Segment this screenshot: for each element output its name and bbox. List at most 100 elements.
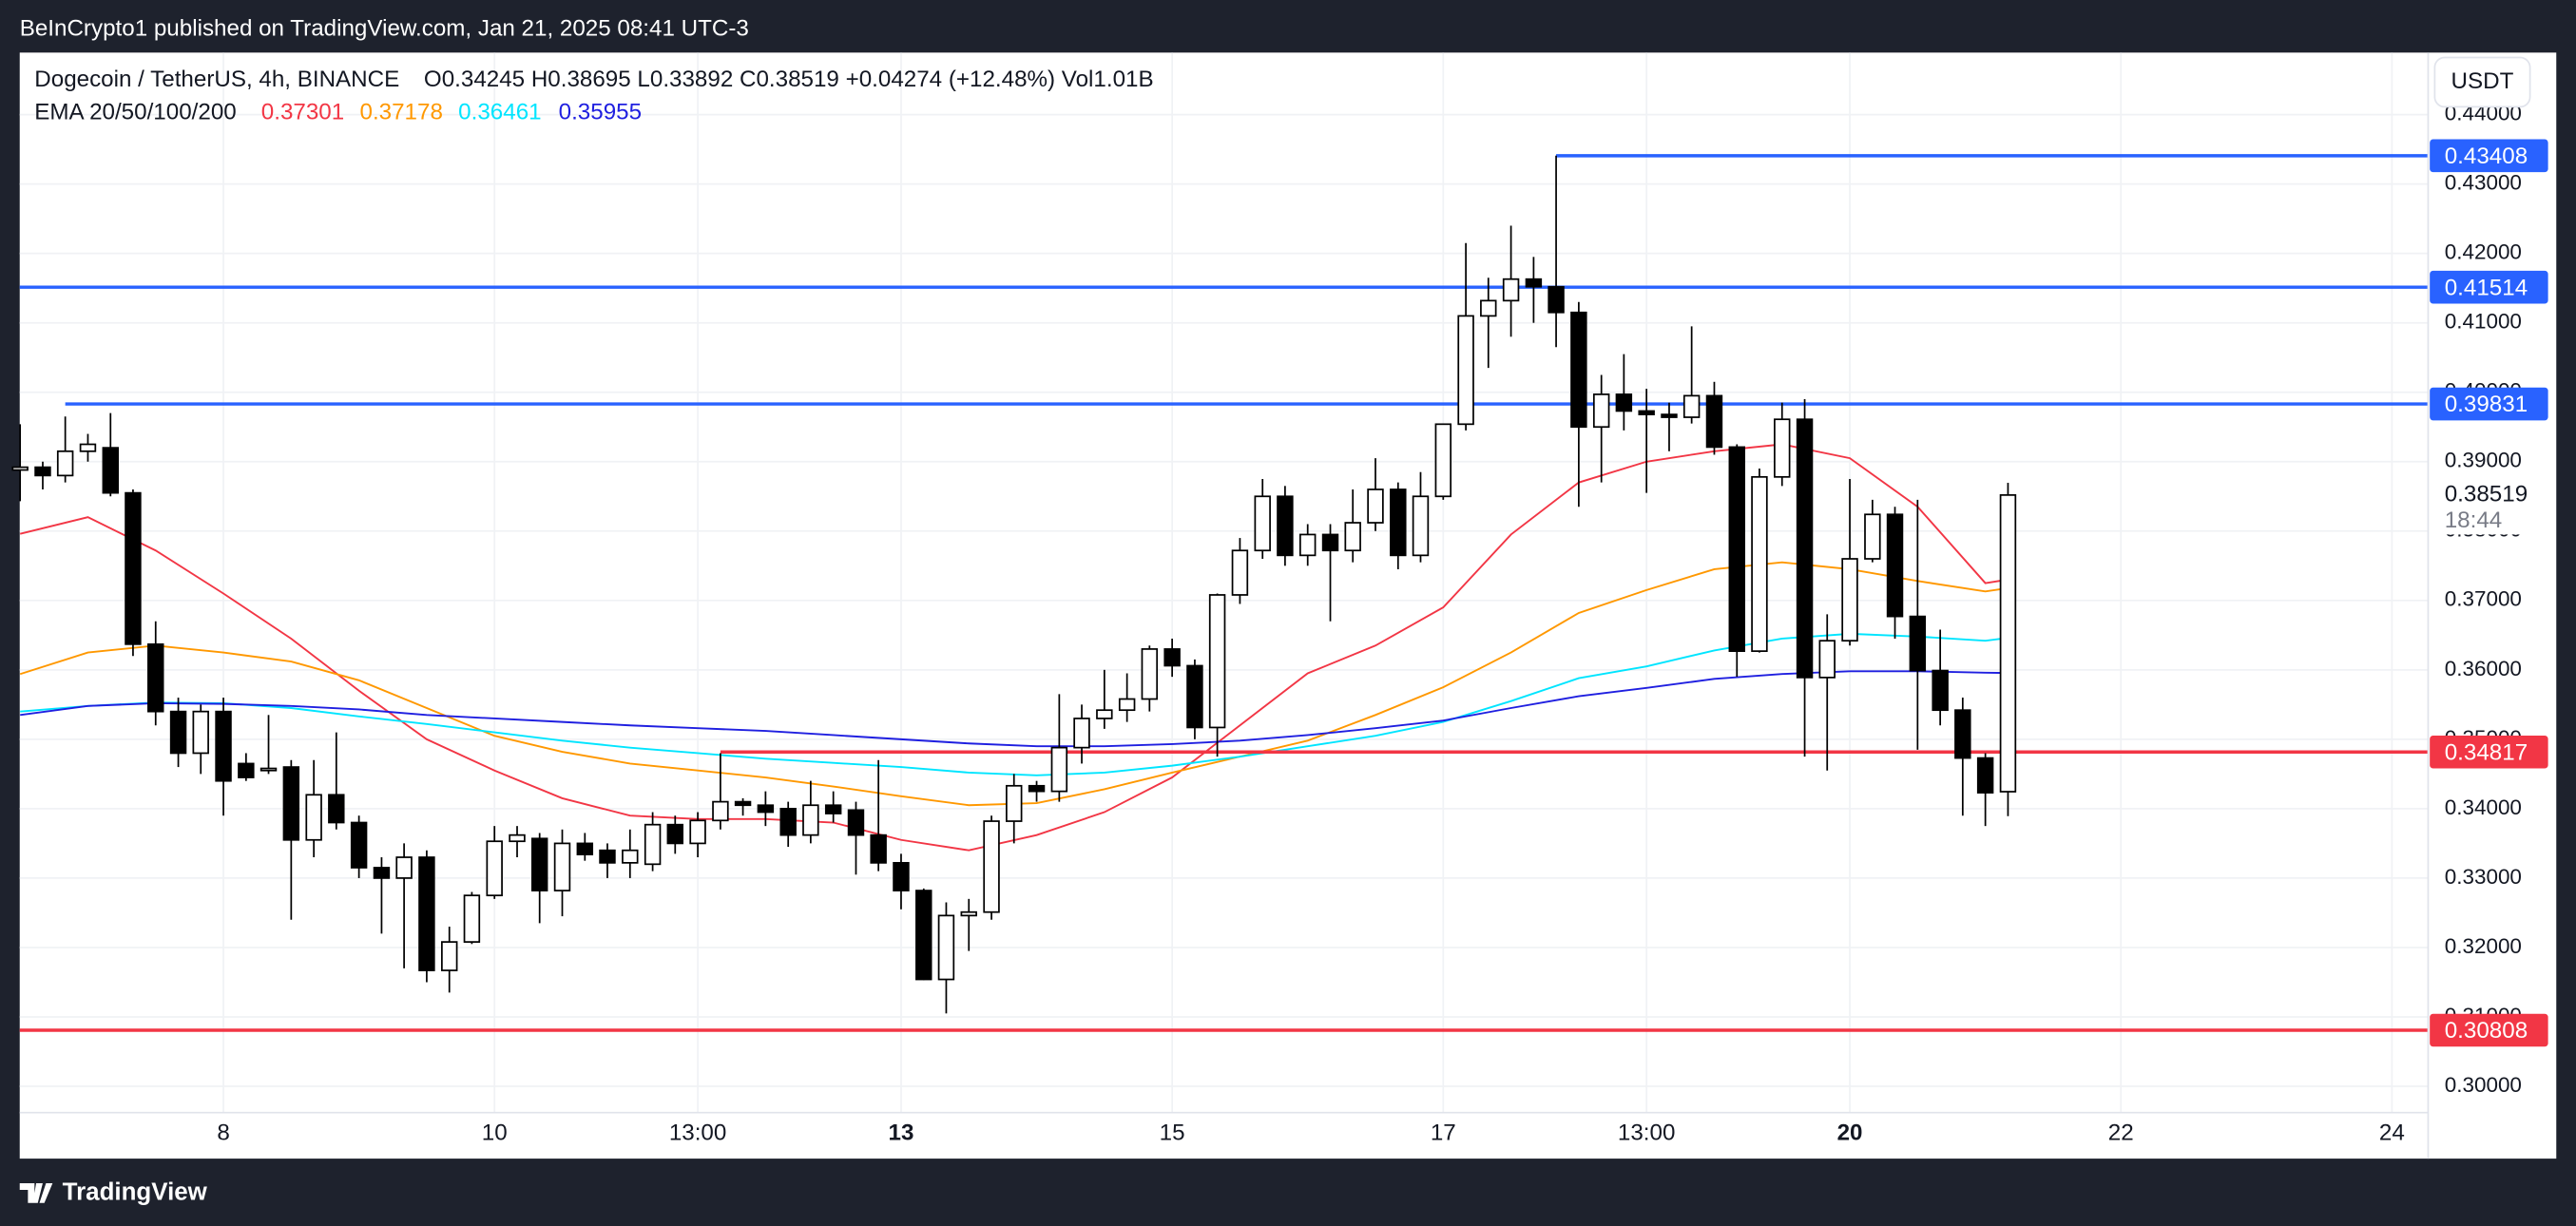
y-tick-label: 0.32000 [2445,934,2522,958]
candle-body [238,762,255,778]
y-tick-label: 0.34000 [2445,795,2522,819]
candle-body [1096,709,1113,719]
candle-body [1367,488,1384,524]
level-price-box [2430,735,2548,769]
candle-body [1751,475,1768,652]
candle-body [1682,394,1701,418]
ohlc-summary: O0.34245 H0.38695 L0.33892 C0.38519 +0.0… [424,67,1154,92]
candle-body [1073,718,1090,749]
x-tick-label: 13:00 [1618,1121,1676,1146]
candle-body [757,804,775,814]
candle-body [169,710,187,755]
indicator-values: 0.37301 0.37178 0.36461 0.35955 [261,100,642,125]
level-price-box [2430,270,2548,304]
candle-body [1457,315,1474,426]
y-tick-label: 0.30000 [2445,1073,2522,1097]
candle-body [553,842,571,891]
level-price-label: 0.34817 [2445,739,2528,765]
candle-body [463,894,481,943]
candle-body [350,821,368,869]
candle-body [1954,709,1971,759]
candle-body [125,491,142,645]
ema-line [20,632,2009,776]
level-price-box [2430,1013,2548,1047]
last-price-box [2430,478,2548,535]
candle-body [34,466,51,477]
candle-body [1412,495,1430,557]
indicator-value: 0.36461 [458,100,541,125]
countdown: 18:44 [2445,508,2503,533]
indicator-value: 0.37178 [360,100,443,125]
candle-body [102,447,119,494]
publisher-line: BeInCrypto1 published on TradingView.com… [20,16,749,42]
candle-body [824,804,842,814]
x-tick-label: 24 [2379,1121,2405,1146]
candle-body [1434,423,1452,498]
candle-body [1592,393,1610,429]
y-tick-label: 0.37000 [2445,587,2522,611]
candle-body [1615,393,1633,412]
y-tick-label: 0.39000 [2445,449,2522,472]
candle-body [282,766,300,841]
candle-body [576,842,594,855]
candle-body [1525,278,1543,288]
candle-body [1321,533,1339,552]
candle-body [147,642,164,713]
ema-line [19,561,2009,807]
candle-body [1050,746,1068,793]
brand: TradingView [63,1178,208,1205]
candle-body [1118,698,1136,712]
candle-body [1909,615,1927,672]
candle-body [915,890,932,981]
candle-body [1548,285,1565,314]
candle-body [1186,664,1203,729]
x-tick-label: 22 [2108,1121,2134,1146]
candle-body [1344,522,1361,552]
candle-body [960,910,977,917]
candle-body [802,804,819,836]
candle-body [847,809,865,836]
candle-body [1818,640,1836,679]
level-price-box [2430,387,2548,421]
y-tick-label: 0.42000 [2445,240,2522,264]
indicator-value: 0.35955 [559,100,642,125]
candle-body [1231,549,1249,596]
candle-body [1661,413,1678,418]
x-tick-label: 13:00 [669,1121,727,1146]
candle-body [260,767,278,772]
candle-body [1886,513,1904,618]
candle-body [599,849,616,864]
level-price-label: 0.43408 [2445,144,2528,169]
candle-body [1841,558,1858,642]
candle-body [1006,784,1023,822]
candle-body [893,861,910,891]
candle-body [1208,594,1226,729]
candle-body [1999,494,2017,793]
candle-body [1638,410,1655,415]
candle-body [1277,495,1294,557]
candle-body [441,941,458,971]
x-tick-label: 17 [1431,1121,1456,1146]
candle-body [305,794,322,841]
candle-body [1298,533,1317,557]
candle-body [1480,299,1497,317]
candle-body [734,800,752,807]
candle-body [395,856,413,879]
candle-body [870,833,887,864]
candle-body [1254,495,1271,552]
candle-body [983,820,1000,913]
candle-body [666,823,683,845]
candle-body [56,450,74,477]
y-tick-label: 0.43000 [2445,171,2522,195]
x-tick-label: 10 [482,1121,508,1146]
candle-body [1932,669,1949,712]
ema-line [20,670,2009,748]
currency-label[interactable]: USDT [2451,68,2514,94]
plot [11,154,2429,1032]
candle-body [509,833,526,843]
candle-body [530,837,548,891]
candle-body [1728,446,1745,652]
level-price-label: 0.39831 [2445,392,2528,417]
currency-button[interactable] [2433,56,2531,108]
